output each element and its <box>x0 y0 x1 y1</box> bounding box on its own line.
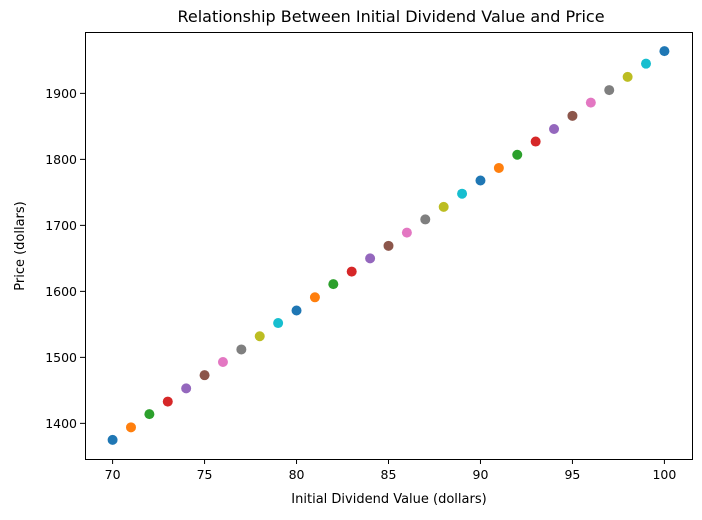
x-tick-label: 100 <box>652 467 676 482</box>
x-axis-label: Initial Dividend Value (dollars) <box>291 492 486 507</box>
scatter-point <box>346 266 357 277</box>
scatter-point <box>622 71 633 82</box>
scatter-point <box>125 422 136 433</box>
scatter-point <box>401 227 412 238</box>
y-tick-label: 1600 <box>45 284 77 299</box>
scatter-point <box>254 331 265 342</box>
scatter-point <box>365 253 376 264</box>
scatter-point <box>585 97 596 108</box>
scatter-point <box>604 85 615 96</box>
scatter-point <box>199 370 210 381</box>
scatter-point <box>530 136 541 147</box>
y-axis: 1400 1500 1600 1700 1800 1900 <box>45 86 85 431</box>
scatter-point <box>309 292 320 303</box>
scatter-point <box>236 344 247 355</box>
x-tick-label: 70 <box>105 467 121 482</box>
scatter-point <box>328 279 339 290</box>
y-tick-label: 1700 <box>45 218 77 233</box>
scatter-point <box>217 356 228 367</box>
scatter-point <box>567 110 578 121</box>
scatter-point <box>475 175 486 186</box>
y-tick-label: 1500 <box>45 350 77 365</box>
y-tick-label: 1400 <box>45 416 77 431</box>
x-tick-label: 90 <box>473 467 489 482</box>
scatter-point <box>181 383 192 394</box>
scatter-point <box>549 124 560 135</box>
scatter-point <box>457 188 468 199</box>
scatter-point <box>512 149 523 160</box>
x-tick-label: 80 <box>289 467 305 482</box>
scatter-point <box>641 58 652 69</box>
scatter-point <box>107 434 118 445</box>
x-tick-label: 85 <box>381 467 397 482</box>
x-tick-label: 75 <box>197 467 213 482</box>
y-tick-label: 1900 <box>45 86 77 101</box>
scatter-point <box>273 318 284 329</box>
scatter-point <box>291 305 302 316</box>
scatter-point <box>438 201 449 212</box>
chart-title: Relationship Between Initial Dividend Va… <box>177 7 604 26</box>
x-tick-label: 95 <box>564 467 580 482</box>
scatter-point <box>144 409 155 420</box>
scatter-point <box>162 396 173 407</box>
x-axis: 70 75 80 85 90 95 100 <box>105 459 676 482</box>
data-points <box>107 46 670 445</box>
y-axis-label: Price (dollars) <box>13 201 28 291</box>
y-tick-label: 1800 <box>45 152 77 167</box>
scatter-point <box>659 46 670 57</box>
scatter-point <box>383 240 394 251</box>
scatter-point <box>493 162 504 173</box>
scatter-point <box>420 214 431 225</box>
